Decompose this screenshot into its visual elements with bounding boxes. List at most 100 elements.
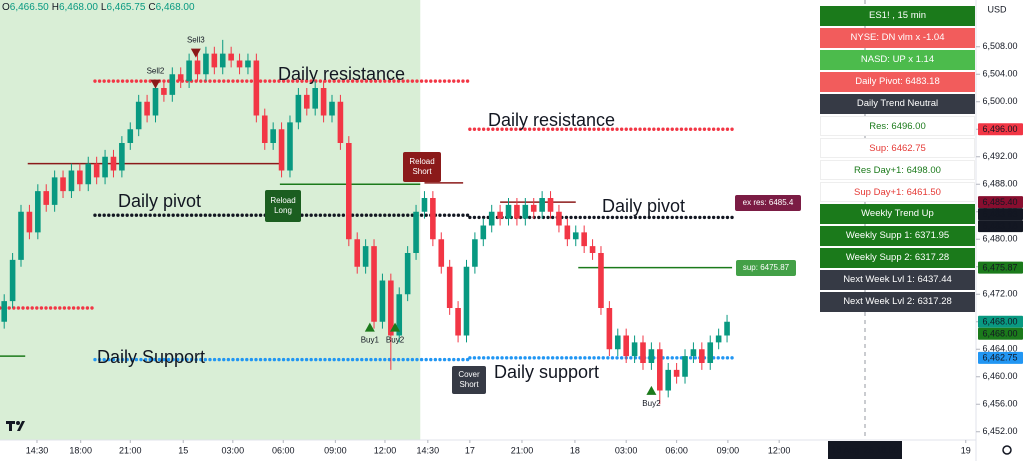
candle-body xyxy=(514,204,520,219)
candle-body xyxy=(598,253,604,308)
callout: sup: 6475.87 xyxy=(736,260,796,276)
candle-body xyxy=(623,335,629,357)
candle-body xyxy=(446,266,453,308)
candle-body xyxy=(480,225,487,240)
ohlc-key: H xyxy=(51,2,59,13)
candle-body xyxy=(354,239,361,267)
level-label: Daily Support xyxy=(97,347,205,367)
candle-body xyxy=(144,101,150,116)
price-tag xyxy=(978,196,1023,209)
panel-row: Res: 6496.00 xyxy=(820,116,975,136)
candle-body xyxy=(396,294,403,336)
candle-body xyxy=(715,335,722,343)
signal-marker xyxy=(390,322,401,332)
candle-body xyxy=(547,198,554,212)
signal-marker xyxy=(150,79,161,89)
y-tick-label: 6,452.00 xyxy=(982,426,1017,436)
candle-body xyxy=(219,53,226,68)
candle-body xyxy=(337,101,344,143)
price-tag xyxy=(978,315,1023,328)
x-tick-label: 19 xyxy=(961,445,971,455)
y-tick-label: 6,464.00 xyxy=(982,344,1017,354)
price-tag-label: 6,485.40 xyxy=(982,197,1017,207)
price-tag xyxy=(978,351,1023,364)
settings-icon[interactable] xyxy=(1002,445,1012,455)
x-tick-label: 06:00 xyxy=(665,445,688,455)
panel-row: Res Day+1: 6498.00 xyxy=(820,160,975,180)
signal-label: Buy2 xyxy=(642,399,661,408)
candle-body xyxy=(346,143,352,240)
x-tick-label: 03:00 xyxy=(222,445,245,455)
y-tick-label: 6,500.00 xyxy=(982,96,1017,106)
candle-body xyxy=(379,280,386,322)
candle-body xyxy=(186,60,192,82)
candle-body xyxy=(388,280,394,336)
price-tag-label: 6,483.18 xyxy=(982,221,1017,231)
candle-body xyxy=(614,335,621,350)
candle-body xyxy=(110,156,117,171)
price-tag-label: 6,475.87 xyxy=(982,263,1017,273)
level-label: Daily pivot xyxy=(118,191,201,211)
candle-body xyxy=(640,342,646,363)
panel-row: Weekly Trend Up xyxy=(820,204,975,224)
panel-row: ES1! , 15 min xyxy=(820,6,975,26)
price-tag xyxy=(978,327,1023,340)
candle-body xyxy=(68,170,75,192)
candle-body xyxy=(135,101,142,130)
ohlc-value: 6,466.50 xyxy=(9,2,49,13)
price-tag-label: 6,483.93 xyxy=(982,209,1017,219)
candle-body xyxy=(463,266,470,336)
candle-body xyxy=(85,163,92,185)
candle-body xyxy=(329,101,335,116)
panel-row: Sup Day+1: 6461.50 xyxy=(820,182,975,202)
signal-label: Sell2 xyxy=(147,67,165,76)
candle-body xyxy=(9,259,16,302)
x-tick-label: 09:00 xyxy=(717,445,740,455)
price-tag-label: 6,468.00 xyxy=(982,329,1017,339)
candle-body xyxy=(648,349,655,363)
candle-body xyxy=(93,163,100,178)
x-tick-label: 12:00 xyxy=(374,445,397,455)
candle-body xyxy=(102,156,108,178)
candle-body xyxy=(556,211,562,226)
candle-body xyxy=(362,246,369,267)
candle-body xyxy=(18,211,24,260)
candle-body xyxy=(673,369,680,377)
candle-body xyxy=(236,60,243,68)
candle-body xyxy=(581,232,587,247)
candle-body xyxy=(51,177,58,205)
candle-body xyxy=(245,60,251,68)
x-tick-label: 18:00 xyxy=(69,445,92,455)
ohlc-legend: O6,466.50 H6,468.00 L6,465.75 C6,468.00 xyxy=(2,2,198,13)
candle-body xyxy=(287,122,293,171)
candle-body xyxy=(631,342,638,357)
panel-row: Weekly Supp 2: 6317.28 xyxy=(820,248,975,268)
candle-body xyxy=(320,88,327,116)
level-label: Daily pivot xyxy=(602,196,685,216)
candle-body xyxy=(312,88,318,109)
candle-body xyxy=(606,308,613,350)
candle-body xyxy=(177,74,184,82)
candle-body xyxy=(699,349,705,363)
x-tick-label: 12:00 xyxy=(768,445,791,455)
candle-body xyxy=(497,211,503,219)
candle-body xyxy=(228,53,234,61)
signal-label: Sell3 xyxy=(187,36,205,45)
y-tick-label: 6,472.00 xyxy=(982,289,1017,299)
ohlc-key: L xyxy=(100,2,107,13)
candle-body xyxy=(26,211,33,233)
y-tick-label: 6,504.00 xyxy=(982,69,1017,79)
price-tag xyxy=(978,261,1023,274)
x-tick-label: 09:00 xyxy=(324,445,347,455)
x-tick-label: 14:30 xyxy=(26,445,49,455)
candle-body xyxy=(270,129,276,143)
ohlc-key: C xyxy=(148,2,156,13)
candle-body xyxy=(253,60,260,116)
candle-body xyxy=(539,198,545,212)
ohlc-value: 6,465.75 xyxy=(106,2,146,13)
candle-body xyxy=(421,198,428,212)
candle-body xyxy=(1,301,8,322)
candle-body xyxy=(278,129,285,171)
candle-body xyxy=(295,94,302,123)
y-tick-label: 6,492.00 xyxy=(982,151,1017,161)
